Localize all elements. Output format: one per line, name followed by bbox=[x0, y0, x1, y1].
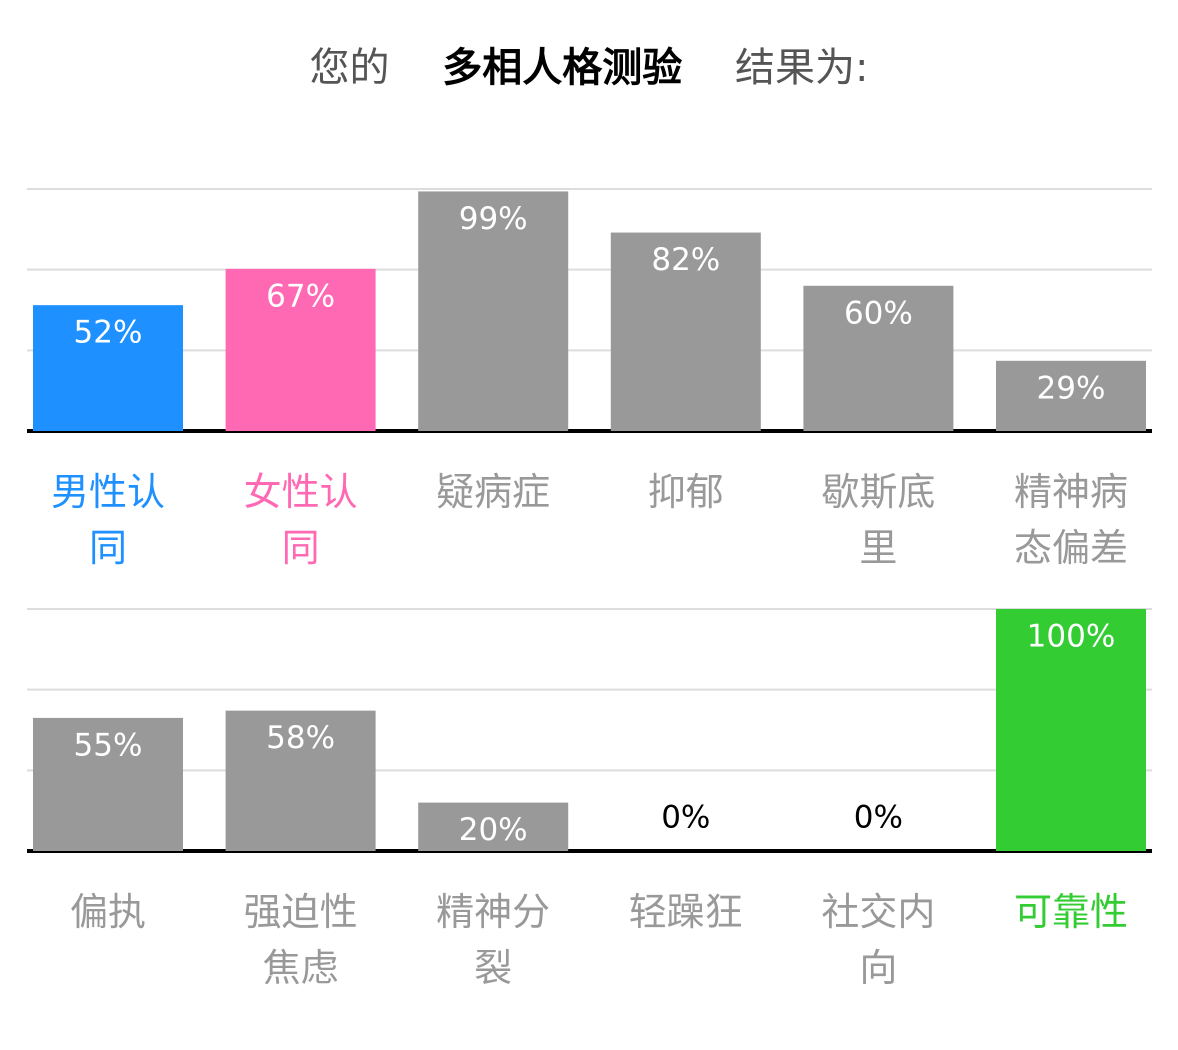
bar bbox=[225, 710, 376, 851]
bar bbox=[418, 191, 569, 431]
bar bbox=[225, 268, 376, 431]
category-label: 偏执 bbox=[69, 890, 146, 934]
category-label: 歇斯底里 bbox=[821, 470, 936, 570]
value-label: 0% bbox=[661, 800, 710, 836]
value-label: 82% bbox=[651, 242, 720, 278]
value-label: 29% bbox=[1037, 370, 1106, 406]
category-label: 女性认同 bbox=[243, 470, 358, 570]
category-label: 强迫性焦虑 bbox=[243, 890, 358, 990]
value-label: 55% bbox=[74, 727, 143, 763]
category-label: 可靠性 bbox=[1013, 890, 1128, 934]
value-label: 99% bbox=[459, 201, 528, 237]
value-label: 52% bbox=[74, 315, 143, 351]
category-label: 抑郁 bbox=[647, 470, 724, 514]
value-label: 100% bbox=[1027, 619, 1116, 655]
category-label: 精神病态偏差 bbox=[1013, 470, 1128, 570]
value-label: 60% bbox=[844, 295, 913, 331]
header: 您的 多相人格测验 结果为: bbox=[0, 40, 1178, 96]
value-label: 0% bbox=[854, 800, 903, 836]
bar bbox=[610, 232, 761, 431]
bar bbox=[996, 360, 1146, 431]
value-label: 20% bbox=[459, 812, 528, 848]
value-label: 58% bbox=[266, 720, 335, 756]
header-suffix: 结果为: bbox=[734, 45, 869, 91]
category-label: 社交内向 bbox=[821, 890, 936, 990]
bar bbox=[996, 609, 1146, 851]
bar bbox=[418, 802, 569, 851]
category-label: 疑病症 bbox=[436, 470, 551, 514]
bar bbox=[803, 285, 954, 431]
category-label: 男性认同 bbox=[50, 470, 165, 570]
category-label: 轻躁狂 bbox=[628, 890, 743, 934]
header-title: 多相人格测验 bbox=[442, 45, 683, 91]
header-prefix: 您的 bbox=[309, 45, 390, 91]
bar bbox=[33, 305, 183, 431]
value-label: 67% bbox=[266, 278, 335, 314]
bar bbox=[33, 717, 183, 851]
category-label: 精神分裂 bbox=[436, 890, 551, 990]
